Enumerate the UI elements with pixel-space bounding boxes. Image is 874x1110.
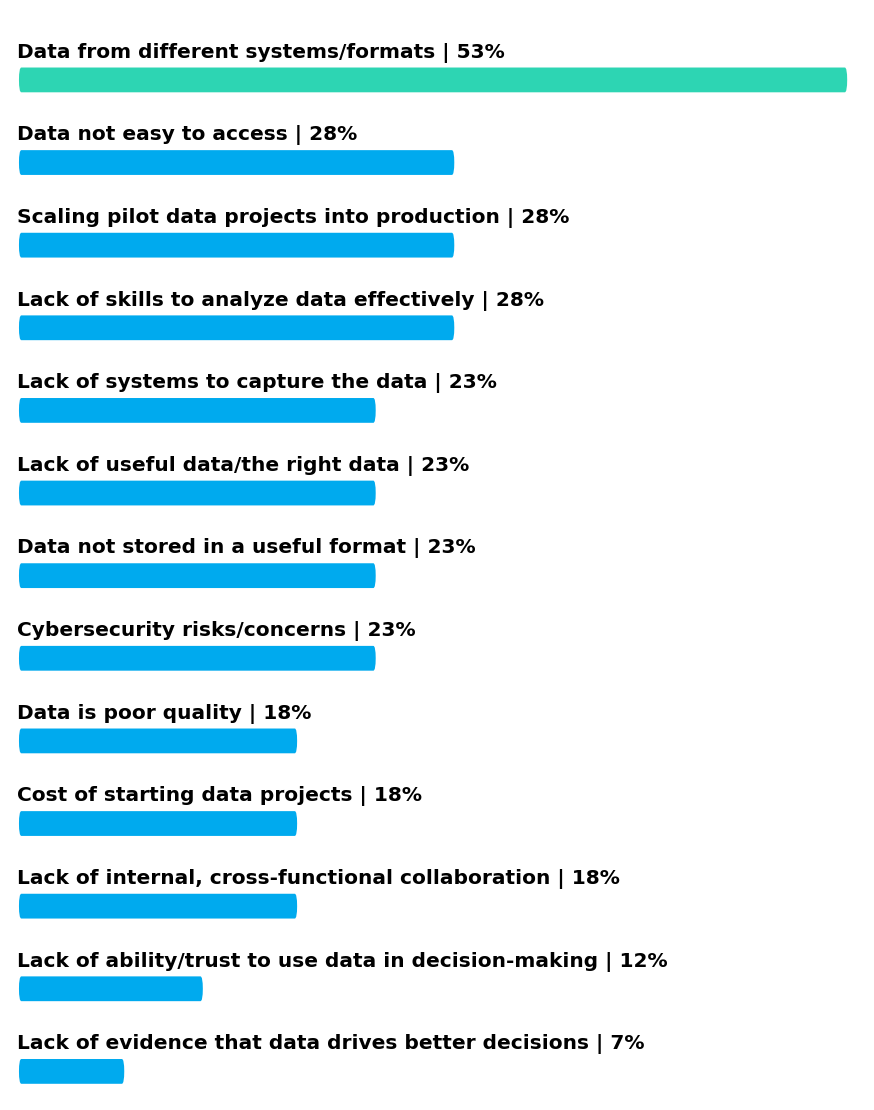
Text: Data not easy to access | 28%: Data not easy to access | 28%	[17, 125, 357, 145]
FancyBboxPatch shape	[19, 481, 376, 505]
Text: Scaling pilot data projects into production | 28%: Scaling pilot data projects into product…	[17, 208, 569, 228]
Text: Lack of skills to analyze data effectively | 28%: Lack of skills to analyze data effective…	[17, 291, 544, 311]
Text: Lack of internal, cross-functional collaboration | 18%: Lack of internal, cross-functional colla…	[17, 869, 620, 889]
Text: Lack of systems to capture the data | 23%: Lack of systems to capture the data | 23…	[17, 373, 496, 393]
FancyBboxPatch shape	[19, 728, 297, 754]
Text: Lack of useful data/the right data | 23%: Lack of useful data/the right data | 23%	[17, 456, 468, 476]
FancyBboxPatch shape	[19, 233, 454, 258]
FancyBboxPatch shape	[19, 977, 203, 1001]
FancyBboxPatch shape	[19, 398, 376, 423]
FancyBboxPatch shape	[19, 646, 376, 670]
FancyBboxPatch shape	[19, 811, 297, 836]
Text: Data from different systems/formats | 53%: Data from different systems/formats | 53…	[17, 42, 504, 63]
FancyBboxPatch shape	[19, 894, 297, 919]
Text: Cybersecurity risks/concerns | 23%: Cybersecurity risks/concerns | 23%	[17, 622, 415, 642]
Text: Cost of starting data projects | 18%: Cost of starting data projects | 18%	[17, 786, 421, 806]
Text: Lack of evidence that data drives better decisions | 7%: Lack of evidence that data drives better…	[17, 1035, 644, 1054]
Text: Data is poor quality | 18%: Data is poor quality | 18%	[17, 704, 311, 724]
FancyBboxPatch shape	[19, 563, 376, 588]
FancyBboxPatch shape	[19, 315, 454, 340]
Text: Lack of ability/trust to use data in decision-making | 12%: Lack of ability/trust to use data in dec…	[17, 951, 667, 971]
FancyBboxPatch shape	[19, 150, 454, 175]
Text: Data not stored in a useful format | 23%: Data not stored in a useful format | 23%	[17, 538, 475, 558]
FancyBboxPatch shape	[19, 68, 847, 92]
FancyBboxPatch shape	[19, 1059, 124, 1083]
